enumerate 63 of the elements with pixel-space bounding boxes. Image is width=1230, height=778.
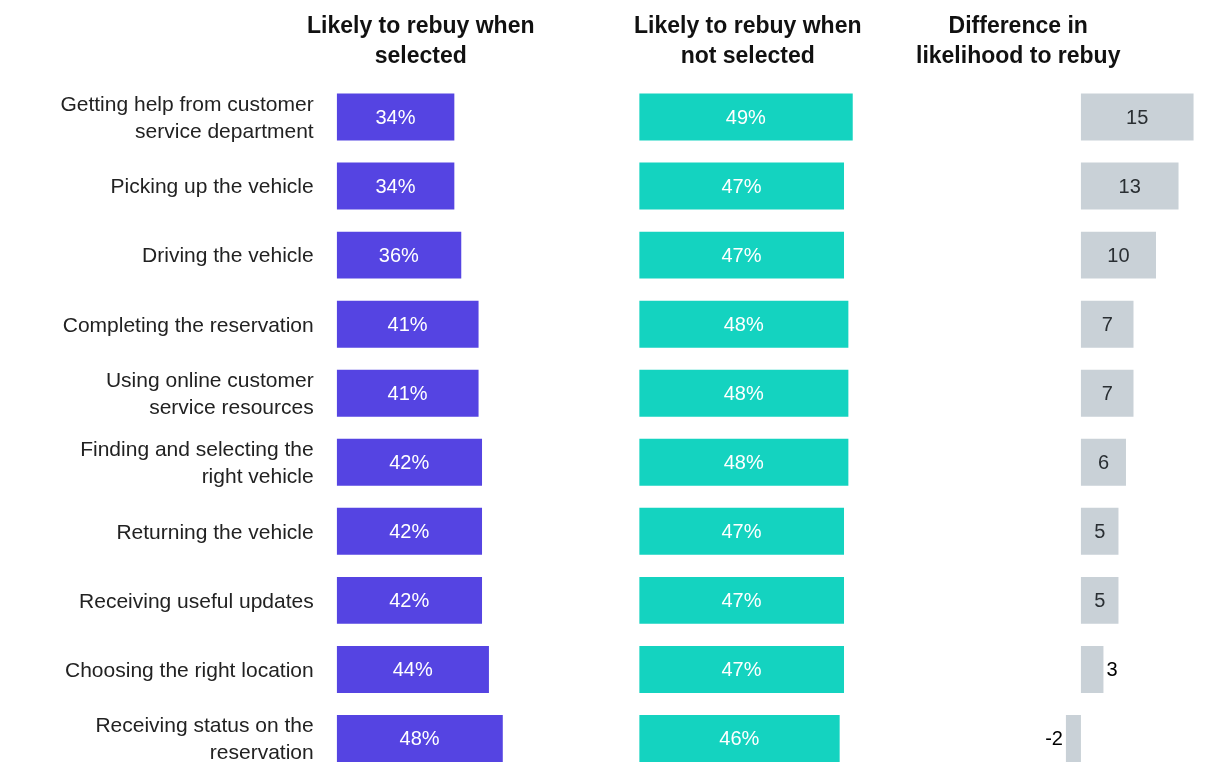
- y-tick-label: Finding and selecting the right vehicle: [80, 436, 314, 488]
- data-label: -2: [1045, 727, 1063, 750]
- bar: [336, 507, 483, 555]
- chart-title: Difference in likelihood to rebuy: [916, 12, 1121, 68]
- data-label: 44%: [392, 658, 433, 681]
- y-tick-label: Receiving useful updates: [79, 588, 314, 612]
- chart-title: Likely to rebuy when selected: [307, 12, 535, 68]
- data-label: 46%: [719, 727, 760, 750]
- bar: [336, 715, 503, 762]
- data-label: 42%: [389, 451, 430, 474]
- data-label: 34%: [375, 175, 416, 198]
- y-tick-label: Receiving status on the reservation: [95, 713, 314, 764]
- y-tick-label: Completing the reservation: [62, 312, 314, 336]
- bar: [336, 231, 462, 279]
- data-label: 49%: [725, 106, 767, 129]
- data-label: 36%: [378, 244, 420, 267]
- bar: [336, 645, 489, 693]
- data-label: 13: [1118, 175, 1141, 198]
- data-label: 41%: [387, 313, 428, 336]
- data-label: 47%: [721, 658, 762, 681]
- chart-title: Likely to rebuy when not selected: [634, 12, 862, 68]
- data-label: 10: [1107, 244, 1130, 267]
- y-tick-label: Choosing the right location: [65, 657, 314, 681]
- bar: [336, 300, 479, 348]
- bar: [1080, 507, 1119, 555]
- data-label: 47%: [721, 244, 762, 267]
- bar: [1080, 645, 1104, 693]
- data-label: 5: [1094, 520, 1106, 543]
- bar: [1065, 715, 1081, 762]
- data-label: 48%: [723, 313, 764, 336]
- bar: [1080, 231, 1157, 279]
- data-label: 3: [1106, 658, 1118, 681]
- data-label: 7: [1101, 313, 1113, 336]
- y-tick-label: Returning the vehicle: [116, 519, 314, 543]
- bar: [1080, 369, 1134, 417]
- y-tick-label: Picking up the vehicle: [110, 174, 314, 198]
- y-tick-label: Driving the vehicle: [142, 243, 314, 267]
- data-label: 5: [1094, 589, 1106, 612]
- data-label: 6: [1097, 451, 1110, 474]
- data-label: 15: [1126, 106, 1149, 129]
- data-label: 47%: [721, 175, 762, 198]
- data-label: 7: [1101, 382, 1113, 405]
- y-tick-label: Using online customer service resources: [105, 367, 314, 419]
- bar: [336, 576, 483, 624]
- bar: [336, 162, 455, 210]
- bar: [336, 93, 455, 141]
- bar: [1080, 438, 1126, 486]
- bar: [1080, 300, 1134, 348]
- data-label: 47%: [721, 520, 762, 543]
- data-label: 48%: [399, 727, 440, 750]
- bar: [1080, 576, 1119, 624]
- data-label: 41%: [387, 382, 428, 405]
- data-label: 47%: [721, 589, 762, 612]
- data-label: 48%: [723, 451, 764, 474]
- data-label: 42%: [389, 520, 430, 543]
- data-label: 42%: [389, 589, 430, 612]
- bar: [1080, 93, 1194, 141]
- data-label: 48%: [723, 382, 764, 405]
- bar: [336, 369, 479, 417]
- data-label: 34%: [375, 106, 416, 129]
- bar: [1080, 162, 1179, 210]
- y-tick-label: Getting help from customer service department: [60, 91, 314, 143]
- bar: [336, 438, 483, 486]
